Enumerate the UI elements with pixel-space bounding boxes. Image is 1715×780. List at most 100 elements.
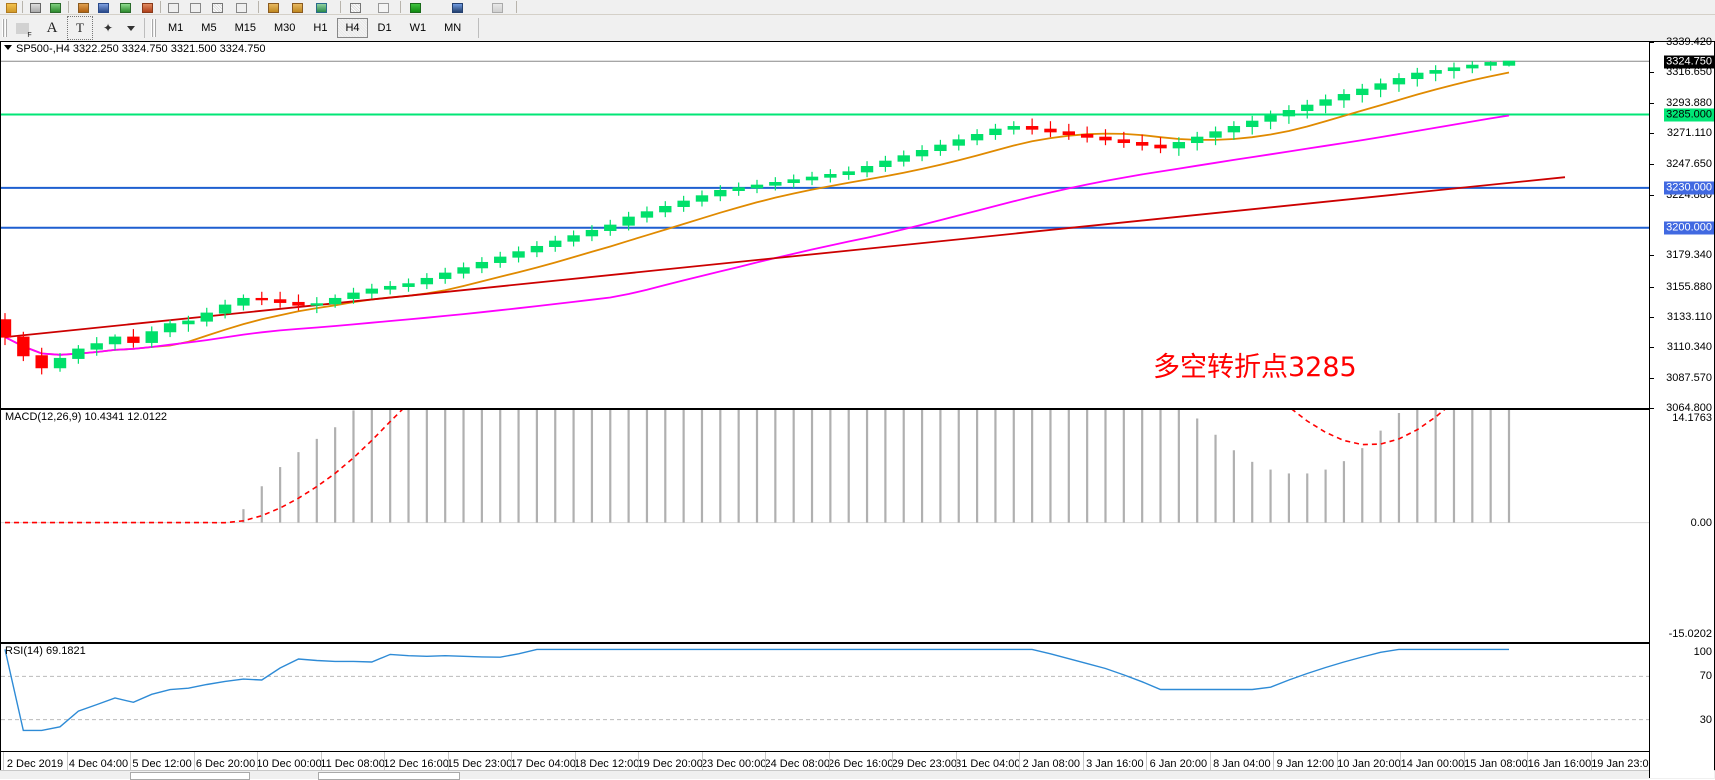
time-axis-label: 10 Dec 00:00	[256, 758, 321, 770]
indicators-icon[interactable]	[316, 3, 327, 13]
price-axis-label: 3179.340	[1666, 249, 1712, 261]
price-axis-tick	[1650, 255, 1654, 256]
timeframe-h1[interactable]: H1	[305, 18, 335, 38]
candle	[880, 161, 891, 166]
candle	[1320, 100, 1331, 105]
candle	[128, 337, 139, 342]
crosshair-icon[interactable]: F	[11, 16, 37, 40]
label-tool-icon[interactable]: T	[67, 16, 93, 40]
timeframe-mn[interactable]: MN	[436, 18, 469, 38]
candle-chart-icon[interactable]	[190, 3, 201, 13]
timeframe-m1[interactable]: M1	[160, 18, 191, 38]
new-chart-icon[interactable]	[50, 3, 61, 13]
price-axis-tick	[1650, 72, 1654, 73]
symbol-info-line: SP500-,H4 3322.250 3324.750 3321.500 332…	[4, 43, 266, 55]
new-order-icon[interactable]	[410, 3, 421, 13]
open-icon[interactable]	[6, 3, 17, 13]
timeframe-d1[interactable]: D1	[370, 18, 400, 38]
candle	[1210, 132, 1221, 137]
timeframe-m5[interactable]: M5	[193, 18, 224, 38]
candle	[641, 212, 652, 217]
periodicity-icon[interactable]	[350, 3, 361, 13]
timeframe-grip[interactable]	[151, 19, 156, 37]
time-axis-label: 15 Dec 23:00	[447, 758, 512, 770]
label-tool-label: T	[76, 20, 84, 36]
time-axis-label: 6 Jan 20:00	[1150, 758, 1208, 770]
auto-scroll-icon[interactable]	[268, 3, 279, 13]
candle	[1430, 71, 1441, 74]
price-axis-tick	[1650, 287, 1654, 288]
text-tool-label: A	[47, 20, 58, 37]
timeframe-m15[interactable]: M15	[227, 18, 264, 38]
time-axis-label: 15 Jan 08:00	[1464, 758, 1528, 770]
candle	[18, 337, 29, 356]
timeframe-w1[interactable]: W1	[402, 18, 435, 38]
rsi-pane[interactable]: RSI(14) 69.1821	[1, 644, 1714, 752]
candle	[678, 201, 689, 206]
navigator-icon[interactable]	[120, 3, 131, 13]
macd-pane[interactable]: MACD(12,26,9) 10.4341 12.0122	[1, 410, 1714, 642]
candle	[971, 135, 982, 140]
text-tool-icon[interactable]: A	[39, 16, 65, 40]
candle	[916, 151, 927, 156]
objects-dropdown-icon[interactable]	[123, 16, 139, 40]
line-chart-icon[interactable]	[212, 3, 223, 13]
candle	[935, 145, 946, 150]
time-axis-label: 6 Dec 20:00	[196, 758, 255, 770]
time-axis-label: 3 Jan 16:00	[1086, 758, 1144, 770]
chart-shift-icon[interactable]	[292, 3, 303, 13]
price-axis-tag-last-price[interactable]: 3324.750	[1664, 55, 1714, 68]
toolbar-grip[interactable]	[2, 19, 7, 37]
indicator-axis-label: 14.1763	[1672, 412, 1712, 424]
candle	[990, 129, 1001, 134]
expert-advisors-icon[interactable]	[452, 3, 463, 13]
price-axis-tick	[1650, 317, 1654, 318]
candle	[238, 298, 249, 305]
profiles-icon[interactable]	[30, 3, 41, 13]
templates-icon[interactable]	[378, 3, 389, 13]
price-pane[interactable]: 多空转折点3285	[1, 42, 1714, 408]
market-watch-icon[interactable]	[78, 3, 89, 13]
candle	[843, 172, 854, 175]
price-axis-label: 3271.110	[1667, 127, 1712, 139]
candle	[458, 268, 469, 273]
candle	[91, 344, 102, 349]
candle	[1, 320, 11, 337]
objects-tool-icon[interactable]: ✦	[95, 16, 121, 40]
zoom-in-icon[interactable]	[236, 3, 247, 13]
candle	[1155, 145, 1166, 148]
price-axis-tag-hline-blue[interactable]: 3230.000	[1664, 181, 1714, 194]
chart-window[interactable]: SP500-,H4 3322.250 3324.750 3321.500 332…	[0, 41, 1715, 779]
trend-line-red	[5, 177, 1565, 337]
price-axis-tick	[1650, 42, 1654, 43]
rsi-label: RSI(14) 69.1821	[5, 645, 86, 657]
strategy-tester-icon[interactable]	[492, 3, 503, 13]
time-axis-label: 16 Jan 16:00	[1528, 758, 1592, 770]
price-axis-tag-hline-green[interactable]: 3285.000	[1664, 108, 1714, 121]
time-axis-label: 4 Dec 04:00	[69, 758, 128, 770]
price-axis-tick	[1650, 347, 1654, 348]
price-axis-tick	[1650, 133, 1654, 134]
candle	[1302, 105, 1313, 110]
candle	[623, 217, 634, 225]
indicator-axis-label: 100	[1694, 646, 1712, 658]
candle	[293, 302, 304, 305]
time-axis-label: 24 Dec 08:00	[765, 758, 830, 770]
candle	[421, 278, 432, 283]
indicator-axis-label: 30	[1700, 714, 1712, 726]
data-window-icon[interactable]	[98, 3, 109, 13]
time-axis-label: 5 Dec 12:00	[132, 758, 191, 770]
tools-toolbar[interactable]: F A T ✦ M1 M5 M15 M30 H1 H4 D1 W1 MN	[0, 15, 1715, 42]
chart-menu-icon[interactable]	[4, 45, 12, 50]
bar-chart-icon[interactable]	[168, 3, 179, 13]
price-axis-tag-hline-blue[interactable]: 3200.000	[1664, 221, 1714, 234]
candle	[1338, 95, 1349, 100]
timeframe-h4[interactable]: H4	[337, 18, 367, 38]
top-icon-toolbar[interactable]	[0, 0, 1715, 15]
price-axis-label: 3087.570	[1666, 372, 1712, 384]
candle	[1393, 79, 1404, 84]
timeframe-m30[interactable]: M30	[266, 18, 303, 38]
terminal-icon[interactable]	[142, 3, 153, 13]
candle	[1412, 73, 1423, 78]
